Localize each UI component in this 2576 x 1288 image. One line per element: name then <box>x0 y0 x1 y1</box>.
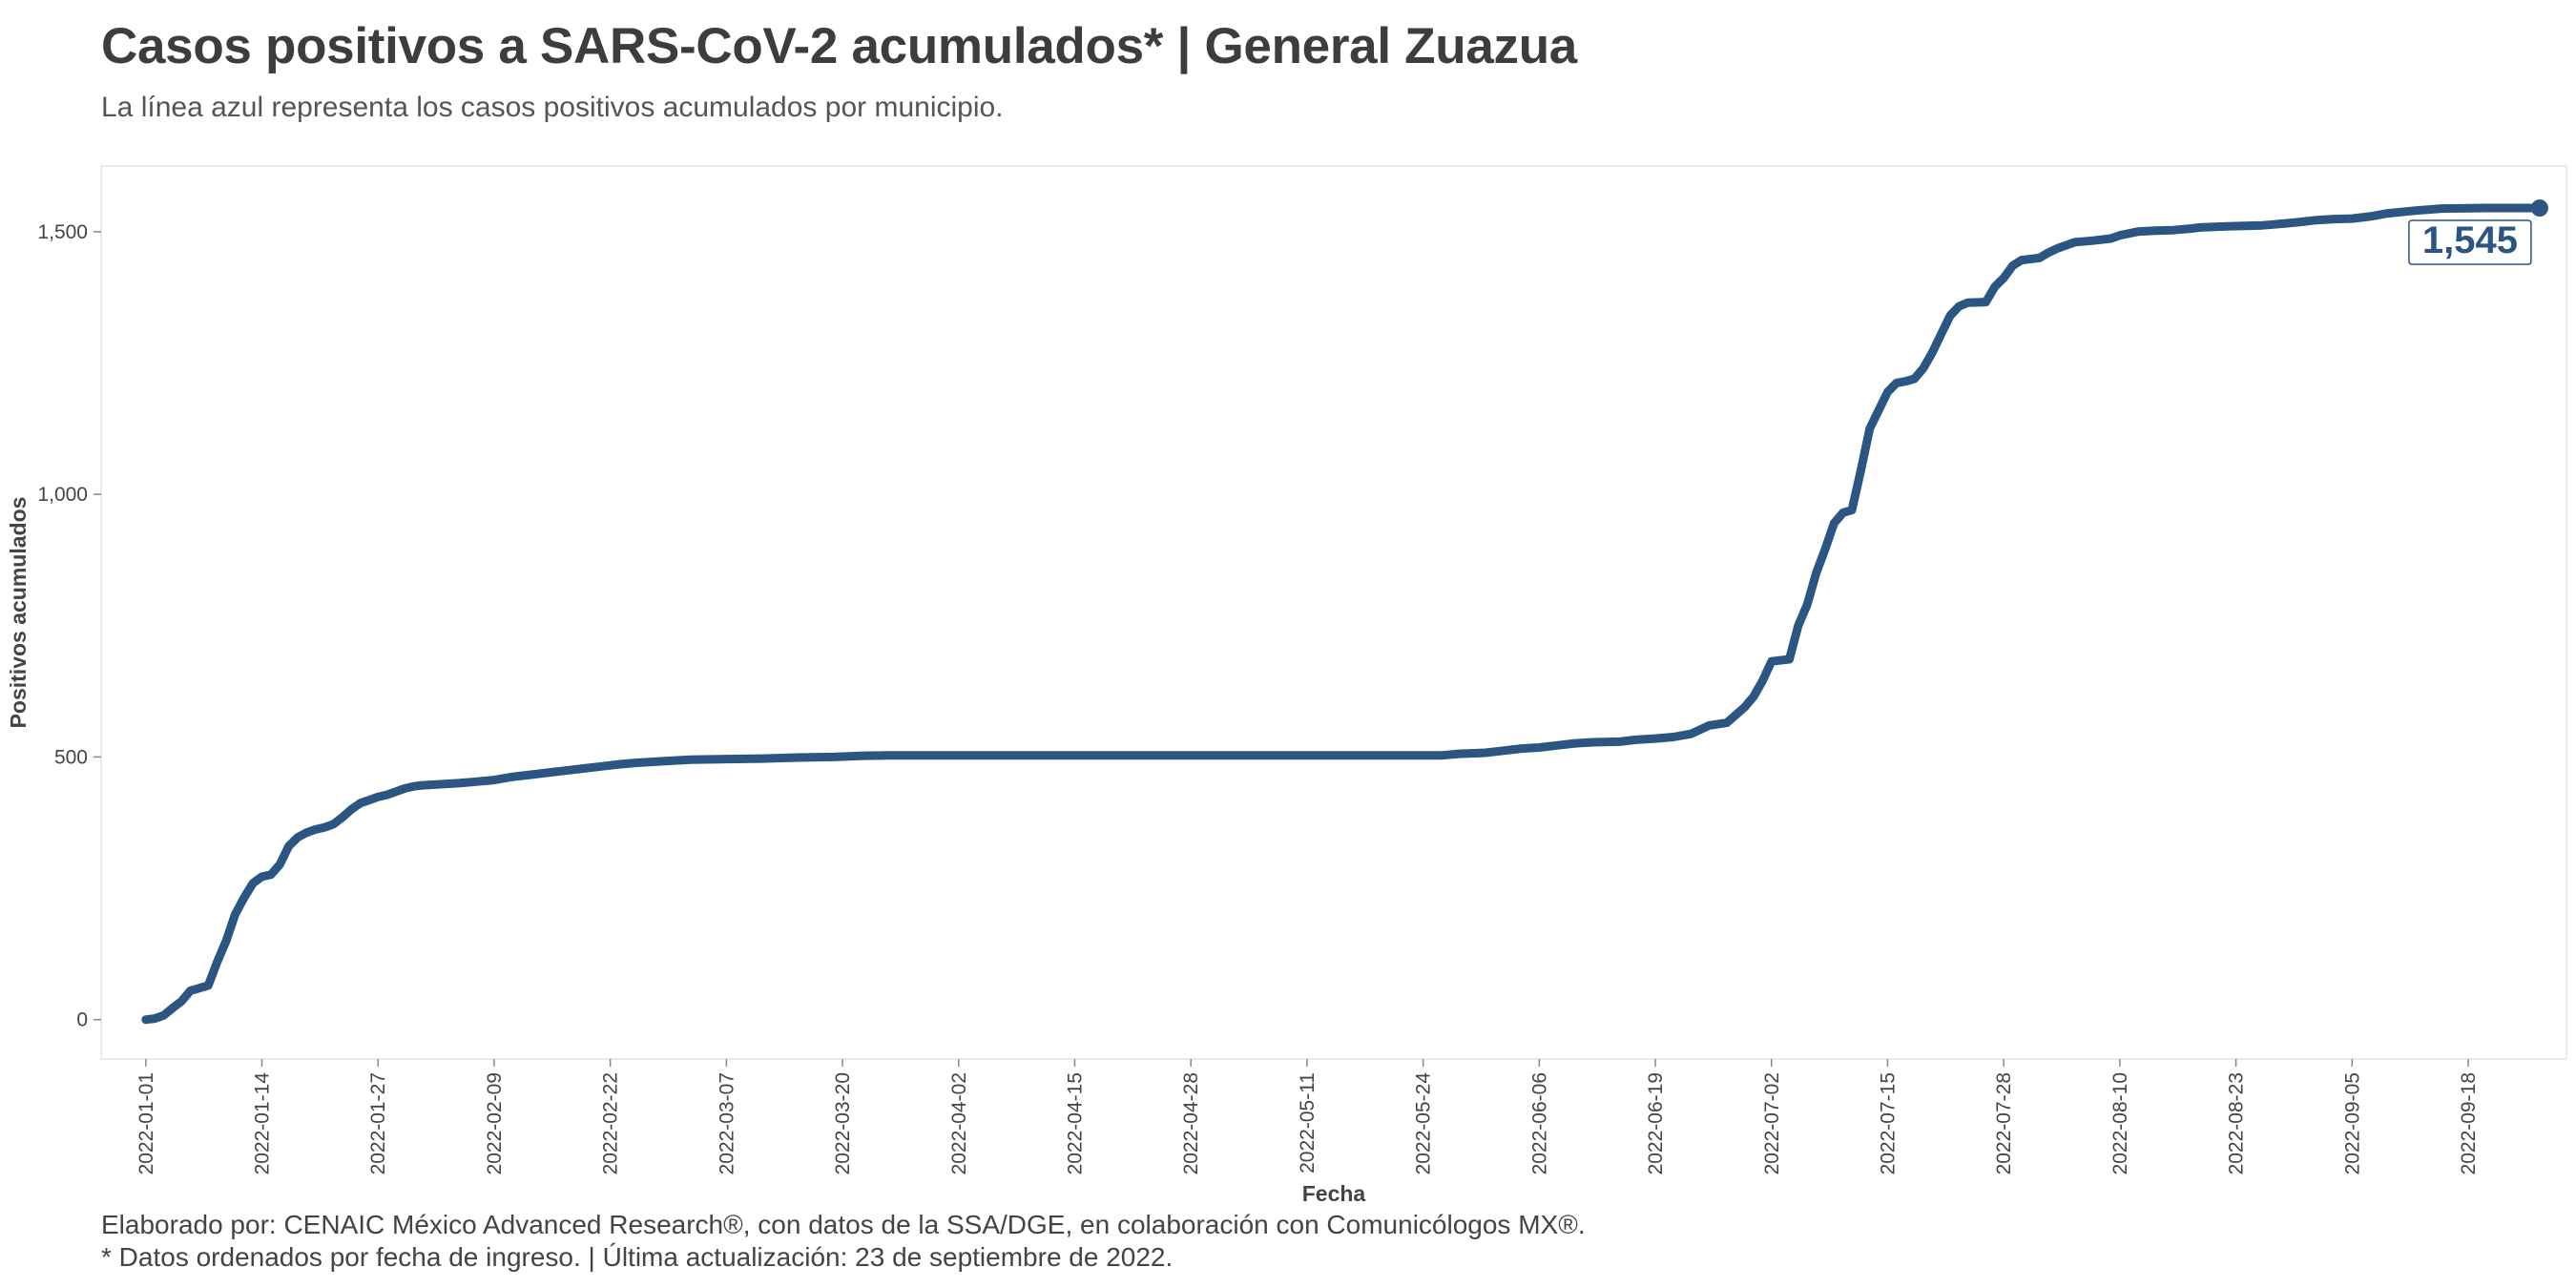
x-tick-label: 2022-09-05 <box>2341 1072 2363 1174</box>
x-tick-label: 2022-03-20 <box>832 1072 854 1174</box>
y-axis-title: Positivos acumulados <box>6 497 31 729</box>
end-point <box>2530 199 2548 218</box>
x-tick-label: 2022-04-02 <box>948 1072 970 1174</box>
x-tick-label: 2022-06-19 <box>1645 1072 1667 1174</box>
x-tick-label: 2022-05-24 <box>1413 1072 1435 1175</box>
x-tick-label: 2022-02-22 <box>600 1072 622 1174</box>
chart-title: Casos positivos a SARS-CoV-2 acumulados*… <box>101 18 1577 74</box>
x-tick-label: 2022-03-07 <box>716 1072 737 1174</box>
x-tick-label: 2022-01-27 <box>367 1072 389 1174</box>
x-tick-label: 2022-07-15 <box>1877 1072 1899 1174</box>
x-tick-label: 2022-06-06 <box>1528 1072 1550 1174</box>
x-tick-label: 2022-07-28 <box>1993 1072 2015 1174</box>
x-tick-label: 2022-08-10 <box>2109 1072 2131 1174</box>
chart-subtitle: La línea azul representa los casos posit… <box>101 92 1004 123</box>
x-axis-title: Fecha <box>1302 1181 1366 1206</box>
series-line <box>141 203 2545 1025</box>
x-tick-label: 2022-04-15 <box>1064 1072 1086 1174</box>
end-label-box <box>2408 219 2532 265</box>
x-tick-label: 2022-08-23 <box>2226 1072 2248 1174</box>
y-tick-label: 0 <box>76 1009 88 1031</box>
y-tick-label: 1,000 <box>37 484 88 506</box>
y-tick-label: 500 <box>54 746 88 768</box>
update-caption: * Datos ordenados por fecha de ingreso. … <box>101 1242 1174 1272</box>
x-tick-label: 2022-07-02 <box>1761 1072 1783 1174</box>
x-tick-label: 2022-04-28 <box>1180 1072 1202 1174</box>
x-tick-label: 2022-02-09 <box>484 1072 506 1174</box>
source-caption: Elaborado por: CENAIC México Advanced Re… <box>101 1210 1586 1239</box>
x-axis: 2022-01-01 2022-01-14 2022-01-27 2022-02-09… <box>135 1059 2480 1174</box>
x-tick-label: 2022-05-11 <box>1297 1072 1319 1174</box>
plot-panel <box>100 165 2567 1060</box>
x-tick-label: 2022-01-01 <box>135 1072 157 1174</box>
end-label: 1,545 <box>2422 219 2518 261</box>
y-tick-label: 1,500 <box>37 221 88 243</box>
x-tick-label: 2022-01-14 <box>252 1072 274 1175</box>
x-tick-label: 2022-09-18 <box>2458 1072 2480 1174</box>
y-axis: 0 500 1,000 1,500 <box>37 221 101 1031</box>
